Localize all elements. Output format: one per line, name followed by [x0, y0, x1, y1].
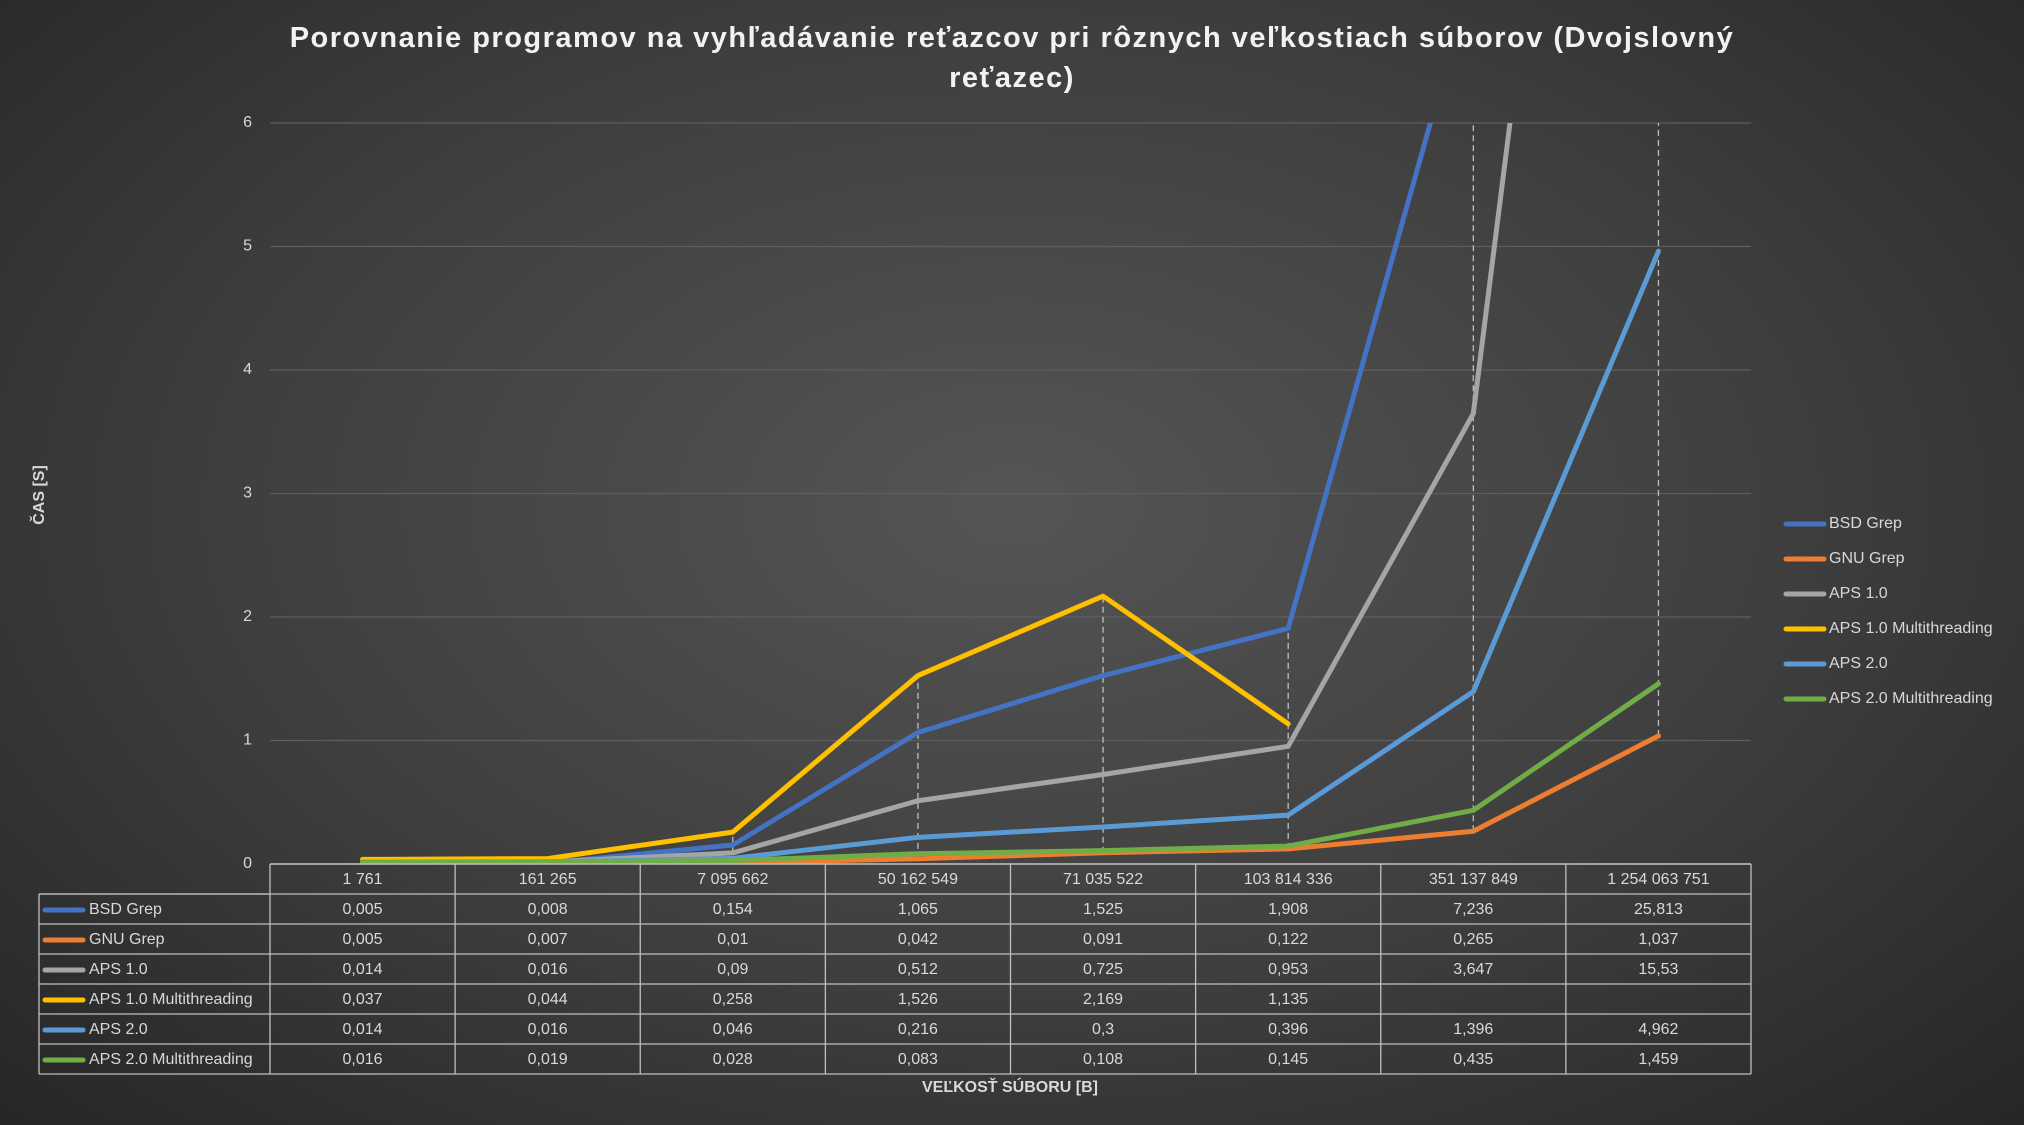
table-series-name: APS 1.0 [89, 961, 148, 978]
table-series-name: APS 2.0 [89, 1021, 148, 1038]
y-tick-label: 6 [243, 114, 252, 131]
table-value: 0,3 [1092, 1021, 1114, 1038]
table-value: 3,647 [1453, 961, 1493, 978]
table-value: 0,122 [1268, 931, 1308, 948]
table-value: 0,725 [1083, 961, 1123, 978]
table-series-name: BSD Grep [89, 901, 162, 918]
table-value: 0,046 [713, 1021, 753, 1038]
table-value: 0,258 [713, 991, 753, 1008]
table-value: 1,037 [1638, 931, 1678, 948]
table-series-name: GNU Grep [89, 931, 165, 948]
table-value: 0,008 [528, 901, 568, 918]
table-value: 0,512 [898, 961, 938, 978]
table-value: 0,044 [528, 991, 568, 1008]
table-value: 15,53 [1638, 961, 1678, 978]
legend-label: APS 2.0 [1829, 655, 1888, 672]
table-value: 0,083 [898, 1051, 938, 1068]
table-value: 0,016 [528, 961, 568, 978]
table-value: 0,019 [528, 1051, 568, 1068]
x-axis-title: VEĽKOSŤ SÚBORU [B] [922, 1077, 1098, 1096]
table-value: 0,037 [343, 991, 383, 1008]
table-value: 0,108 [1083, 1051, 1123, 1068]
table-value: 0,014 [343, 1021, 383, 1038]
series-line [360, 593, 1291, 862]
series-line [360, 123, 1513, 864]
y-tick-label: 1 [243, 732, 252, 749]
x-tick-label: 1 254 063 751 [1607, 871, 1709, 888]
table-value: 0,005 [343, 931, 383, 948]
table-value: 1,525 [1083, 901, 1123, 918]
plot-area [360, 123, 1661, 864]
table-value: 1,135 [1268, 991, 1308, 1008]
table-value: 0,145 [1268, 1051, 1308, 1068]
y-tick-label: 3 [243, 485, 252, 502]
table-series-name: APS 2.0 Multithreading [89, 1051, 253, 1068]
table-series-name: APS 1.0 Multithreading [89, 991, 253, 1008]
series-line [360, 733, 1661, 864]
table-value: 0,016 [343, 1051, 383, 1068]
y-tick-label: 2 [243, 608, 252, 625]
series-line [360, 248, 1661, 864]
table-value: 2,169 [1083, 991, 1123, 1008]
x-tick-label: 71 035 522 [1063, 871, 1143, 888]
table-value: 0,09 [717, 961, 748, 978]
table-value: 0,265 [1453, 931, 1493, 948]
table-value: 0,042 [898, 931, 938, 948]
table-value: 25,813 [1634, 901, 1683, 918]
y-tick-label: 5 [243, 238, 252, 255]
legend-label: APS 2.0 Multithreading [1829, 690, 1993, 707]
x-tick-label: 161 265 [519, 871, 577, 888]
table-value: 0,028 [713, 1051, 753, 1068]
table-value: 7,236 [1453, 901, 1493, 918]
legend-label: APS 1.0 [1829, 585, 1888, 602]
legend-label: APS 1.0 Multithreading [1829, 620, 1993, 637]
x-tick-label: 351 137 849 [1429, 871, 1518, 888]
y-axis-title: ČAS [S] [29, 465, 48, 525]
table-value: 1,459 [1638, 1051, 1678, 1068]
table-value: 0,016 [528, 1021, 568, 1038]
table-value: 1,526 [898, 991, 938, 1008]
table-value: 0,014 [343, 961, 383, 978]
x-tick-label: 7 095 662 [697, 871, 768, 888]
table-value: 4,962 [1638, 1021, 1678, 1038]
table-value: 0,396 [1268, 1021, 1308, 1038]
table-value: 0,435 [1453, 1051, 1493, 1068]
table-value: 0,953 [1268, 961, 1308, 978]
x-tick-label: 103 814 336 [1244, 871, 1333, 888]
table-value: 1,908 [1268, 901, 1308, 918]
x-tick-label: 1 761 [343, 871, 383, 888]
y-tick-label: 4 [243, 361, 252, 378]
table-value: 0,091 [1083, 931, 1123, 948]
table-value: 0,005 [343, 901, 383, 918]
series-line [360, 681, 1661, 864]
table-value: 0,216 [898, 1021, 938, 1038]
table-value: 1,065 [898, 901, 938, 918]
table-value: 0,007 [528, 931, 568, 948]
legend-label: BSD Grep [1829, 515, 1902, 532]
table-value: 0,01 [717, 931, 748, 948]
x-tick-label: 50 162 549 [878, 871, 958, 888]
legend-label: GNU Grep [1829, 550, 1905, 567]
table-value: 0,154 [713, 901, 753, 918]
y-tick-label: 0 [243, 855, 252, 872]
chart-title: Porovnanie programov na vyhľadávanie reť… [289, 22, 1735, 94]
table-value: 1,396 [1453, 1021, 1493, 1038]
